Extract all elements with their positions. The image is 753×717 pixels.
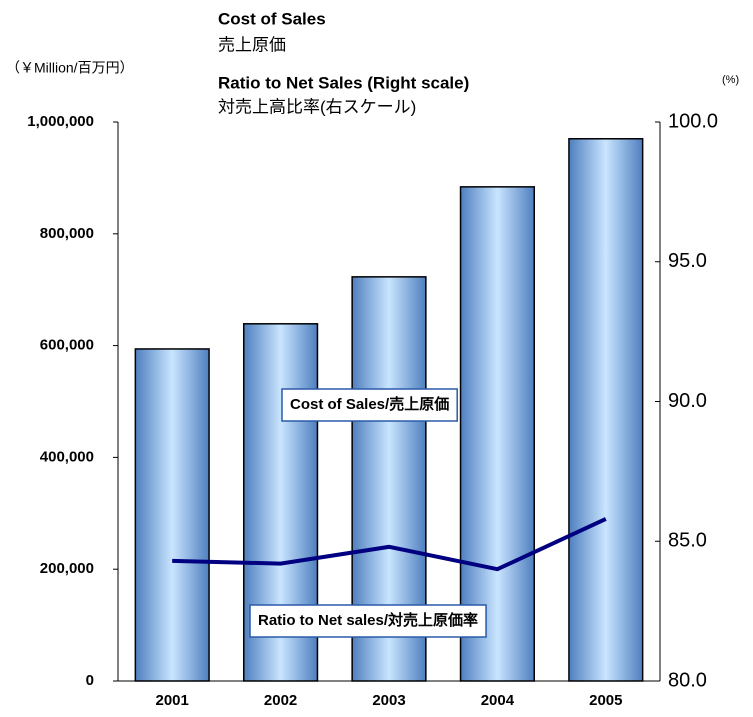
legend-box [281,388,458,422]
chart-title: Cost of Sales [218,9,326,28]
y-tick-label: 0 [86,672,94,689]
y-tick-label: 200,000 [40,560,94,577]
y-tick-label: 600,000 [40,337,94,354]
legend-box [249,604,487,638]
x-tick-label: 2002 [264,692,297,709]
legend-item: Ratio to Net sales/対売上原価率 [249,604,487,638]
chart-subtitle: Ratio to Net Sales (Right scale) [218,73,469,92]
y2-tick-label: 80.0 [668,669,707,691]
chart-title-ja: 売上原価 [218,35,286,54]
y2-tick-label: 100.0 [668,110,718,132]
y2-tick-label: 85.0 [668,530,707,552]
y-tick-label: 400,000 [40,448,94,465]
bar [459,186,536,682]
bar [134,348,210,682]
legend-label: Cost of Sales/売上原価 [290,395,449,413]
y2-tick-label: 90.0 [668,390,707,412]
x-tick-label: 2003 [372,692,405,709]
y-tick-label: 1,000,000 [27,113,94,130]
bar [568,138,644,682]
y-tick-label: 800,000 [40,225,94,242]
y-axis-label: （￥Million/百万円） [6,60,134,76]
x-tick-label: 2004 [481,692,515,709]
y2-axis-label: (%) [722,74,739,86]
chart-subtitle-ja: 対売上高比率(右スケール) [218,97,416,116]
y2-tick-label: 95.0 [668,250,707,272]
line [172,517,607,572]
legend-label: Ratio to Net sales/対売上原価率 [258,611,478,629]
x-tick-label: 2005 [589,692,622,709]
x-tick-label: 2001 [156,692,189,709]
legend-item: Cost of Sales/売上原価 [281,388,458,422]
